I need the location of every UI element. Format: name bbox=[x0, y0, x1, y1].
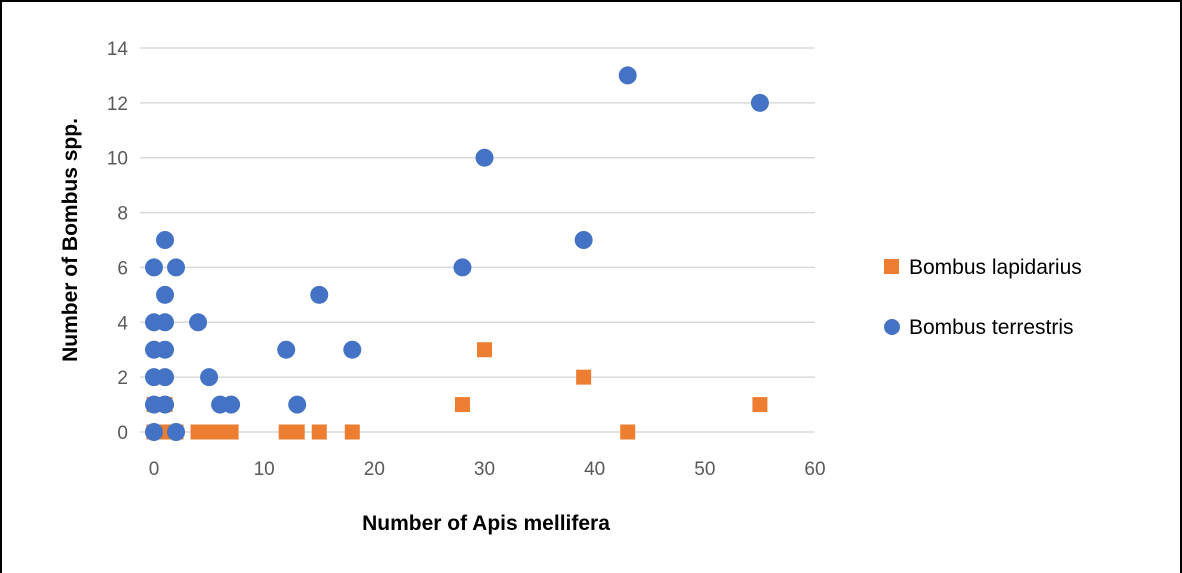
series-0 bbox=[146, 342, 768, 440]
legend-label-bombus-lapidarius: Bombus lapidarius bbox=[909, 256, 1082, 279]
data-point-circle bbox=[156, 231, 175, 249]
data-point-square bbox=[289, 424, 305, 440]
data-point-circle bbox=[156, 313, 175, 332]
data-point-square bbox=[477, 342, 492, 358]
data-point-circle bbox=[156, 395, 175, 414]
x-tick-label: 10 bbox=[254, 459, 275, 480]
data-point-circle bbox=[310, 285, 329, 304]
series-1 bbox=[145, 66, 769, 441]
x-tick-label: 20 bbox=[364, 459, 385, 480]
data-point-circle bbox=[277, 340, 296, 359]
data-point-circle bbox=[156, 340, 175, 359]
legend: Bombus lapidarius Bombus terrestris bbox=[884, 256, 1082, 339]
y-tick-label: 12 bbox=[107, 94, 128, 115]
data-point-circle bbox=[222, 395, 241, 414]
x-tick-label: 30 bbox=[474, 459, 495, 480]
data-point-circle bbox=[200, 368, 219, 387]
data-point-circle bbox=[475, 148, 494, 167]
y-tick-label: 2 bbox=[117, 368, 128, 389]
data-point-square bbox=[223, 424, 239, 440]
x-tick-label: 50 bbox=[694, 459, 715, 480]
data-point-circle bbox=[189, 313, 208, 332]
data-point-circle bbox=[167, 423, 186, 441]
data-point-circle bbox=[453, 258, 472, 277]
data-point-circle bbox=[618, 66, 637, 85]
x-tick-label: 0 bbox=[149, 459, 160, 480]
data-point-circle bbox=[343, 340, 362, 359]
data-point-circle bbox=[288, 395, 307, 414]
legend-label-bombus-terrestris: Bombus terrestris bbox=[909, 316, 1074, 339]
y-tick-label: 8 bbox=[117, 204, 128, 225]
data-point-square bbox=[344, 424, 360, 440]
legend-marker-bombus-lapidarius bbox=[884, 259, 899, 274]
y-tick-label: 10 bbox=[107, 149, 128, 170]
x-axis-ticks: 0 10 20 30 40 50 60 bbox=[149, 459, 826, 480]
x-axis-title: Number of Apis mellifera bbox=[362, 512, 610, 535]
y-tick-label: 4 bbox=[117, 313, 128, 334]
data-point-square bbox=[620, 424, 636, 440]
data-point-square bbox=[576, 369, 592, 385]
gridlines bbox=[140, 47, 815, 433]
y-tick-label: 6 bbox=[117, 258, 128, 279]
data-point-circle bbox=[145, 423, 163, 441]
data-point-square bbox=[311, 424, 327, 440]
legend-marker-bombus-terrestris bbox=[884, 319, 900, 335]
y-axis-ticks: 0 2 4 6 8 10 12 14 bbox=[107, 39, 129, 444]
data-point-circle bbox=[156, 285, 175, 304]
data-point-circle bbox=[750, 93, 769, 112]
data-point-circle bbox=[574, 231, 593, 249]
data-point-square bbox=[454, 397, 470, 413]
data-series bbox=[145, 66, 769, 441]
y-tick-label: 0 bbox=[117, 423, 128, 444]
x-tick-label: 60 bbox=[804, 459, 825, 480]
data-point-circle bbox=[145, 258, 163, 277]
y-tick-label: 14 bbox=[107, 39, 129, 60]
x-tick-label: 40 bbox=[584, 459, 605, 480]
y-axis-title: Number of Bombus spp. bbox=[59, 118, 82, 362]
data-point-circle bbox=[167, 258, 186, 277]
data-point-circle bbox=[156, 368, 175, 387]
data-point-square bbox=[752, 397, 768, 413]
